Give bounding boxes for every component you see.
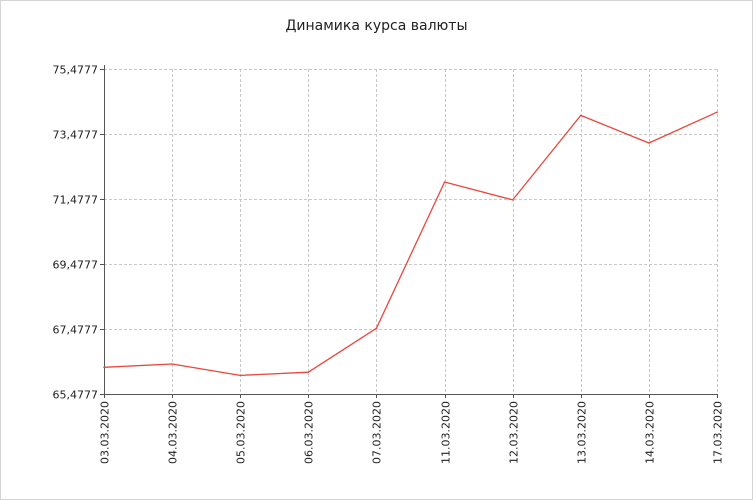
axes (104, 65, 717, 395)
data-point (716, 111, 718, 113)
x-tick-label: 11.03.2020 (440, 401, 453, 464)
x-tick-label: 14.03.2020 (644, 401, 657, 464)
y-tick-label: 75,4777 (53, 64, 99, 77)
data-point (103, 366, 105, 369)
x-tick-label: 03.03.2020 (99, 401, 112, 464)
y-tick-label: 73,4777 (53, 129, 99, 142)
data-point (443, 181, 446, 183)
grid-lines (104, 69, 718, 395)
data-point (307, 371, 310, 374)
data-point (511, 199, 514, 201)
y-tick-label: 69,4777 (53, 259, 99, 272)
x-tick-label: 06.03.2020 (303, 401, 316, 464)
x-tick-label: 04.03.2020 (167, 401, 180, 464)
x-tick-label: 17.03.2020 (712, 401, 725, 464)
data-point (648, 142, 650, 144)
x-tick-label: 07.03.2020 (371, 401, 384, 464)
data-point (580, 114, 582, 117)
y-axis-ticks: 65,4777 67,4777 69,4777 71,4777 73,4777 75,47… (53, 64, 104, 402)
series (103, 111, 718, 377)
y-tick-label: 67,4777 (53, 324, 99, 337)
x-tick-label: 13.03.2020 (576, 401, 589, 464)
y-tick-label: 71,4777 (53, 194, 99, 207)
x-tick-label: 12.03.2020 (508, 401, 521, 464)
data-point (239, 374, 241, 377)
data-point (375, 327, 378, 330)
data-point (171, 363, 173, 365)
series-line (103, 111, 718, 377)
chart-title: Динамика курса валюты (285, 18, 468, 34)
y-tick-label: 65,4777 (53, 389, 99, 402)
x-tick-label: 05.03.2020 (235, 401, 248, 464)
x-axis-ticks: 03.03.2020 04.03.2020 05.03.2020 06.03.2020… (99, 394, 725, 464)
